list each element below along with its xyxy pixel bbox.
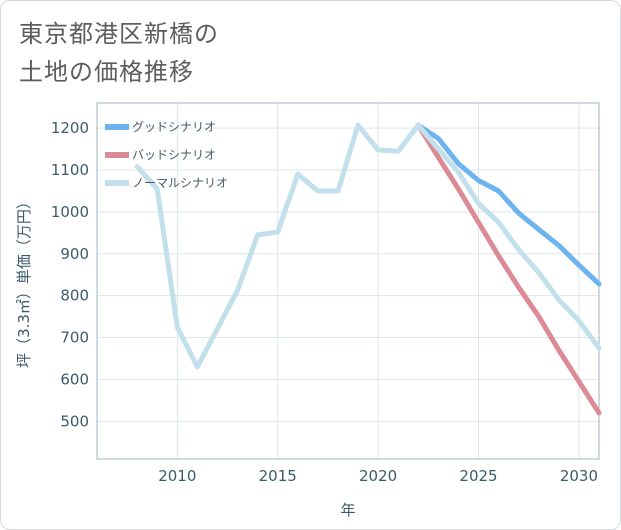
y-tick-label: 900	[60, 245, 89, 263]
chart-title-line2: 土地の価格推移	[19, 58, 194, 86]
x-tick-label: 2025	[459, 467, 497, 485]
grid-lines	[97, 103, 599, 459]
series-line	[134, 122, 602, 370]
legend-label: バッドシナリオ	[132, 148, 216, 162]
series-line	[415, 122, 602, 287]
x-tick-label: 2015	[259, 467, 297, 485]
x-tick-label: 2030	[560, 467, 598, 485]
y-tick-label: 1000	[51, 203, 89, 221]
legend-label: ノーマルシナリオ	[132, 176, 228, 190]
y-tick-label: 700	[60, 329, 89, 347]
y-tick-label: 600	[60, 370, 89, 388]
x-tick-label: 2010	[158, 467, 196, 485]
x-axis-title: 年	[340, 501, 355, 519]
y-tick-label: 800	[60, 287, 89, 305]
y-tick-label: 1100	[51, 161, 89, 179]
x-tick-label: 2020	[359, 467, 397, 485]
legend-label: グッドシナリオ	[132, 120, 216, 134]
chart-title: 東京都港区新橋の 土地の価格推移	[19, 15, 219, 91]
y-axis-title: 坪（3.3㎡）単価（万円）	[15, 194, 33, 368]
y-tick-label: 1200	[51, 119, 89, 137]
x-axis-ticks: 2010 2015 2020 2025 2030	[158, 467, 598, 485]
series-line	[415, 122, 602, 416]
chart-title-line1: 東京都港区新橋の	[19, 20, 219, 48]
y-axis-ticks: 500 600 700 800 900 1000 1100 1200	[51, 119, 89, 430]
y-tick-label: 500	[60, 412, 89, 430]
series-layer	[134, 122, 602, 416]
